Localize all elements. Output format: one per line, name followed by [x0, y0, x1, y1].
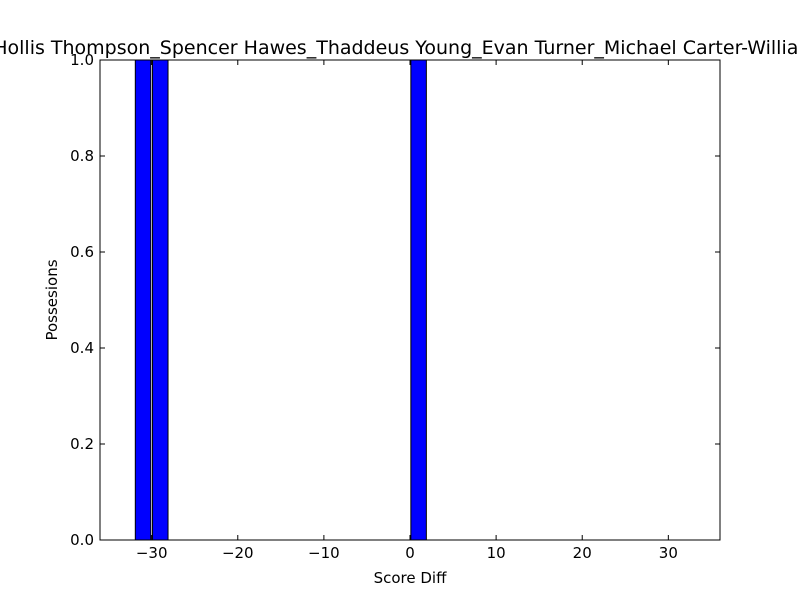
- y-axis-ticks: 0.0 0.2 0.4 0.6 0.8 1.0: [70, 51, 720, 549]
- y-tick-label-0: 0.0: [70, 531, 94, 549]
- x-tick-label-0: −30: [136, 544, 168, 562]
- y-tick-label-3: 0.6: [70, 243, 94, 261]
- x-tick-label-6: 30: [659, 544, 678, 562]
- y-tick-label-1: 0.2: [70, 435, 94, 453]
- y-axis-label: Possesions: [43, 259, 61, 340]
- x-tick-label-2: −10: [308, 544, 340, 562]
- x-tick-label-4: 10: [487, 544, 506, 562]
- bar-1: [152, 59, 169, 541]
- bar-2: [410, 59, 427, 541]
- y-tick-label-5: 1.0: [70, 51, 94, 69]
- plot-frame: [99, 59, 721, 541]
- bars-group: [134, 59, 427, 541]
- bar-0: [134, 59, 152, 541]
- x-axis-label: Score Diff: [374, 569, 447, 587]
- x-tick-label-5: 20: [573, 544, 592, 562]
- x-tick-label-1: −20: [222, 544, 254, 562]
- y-tick-label-2: 0.4: [70, 339, 94, 357]
- x-axis-ticks: −30 −20 −10 0 10 20 30: [136, 60, 678, 562]
- chart-title: Hollis Thompson_Spencer Hawes_Thaddeus Y…: [0, 37, 800, 59]
- y-tick-label-4: 0.8: [70, 147, 94, 165]
- x-tick-label-3: 0: [405, 544, 415, 562]
